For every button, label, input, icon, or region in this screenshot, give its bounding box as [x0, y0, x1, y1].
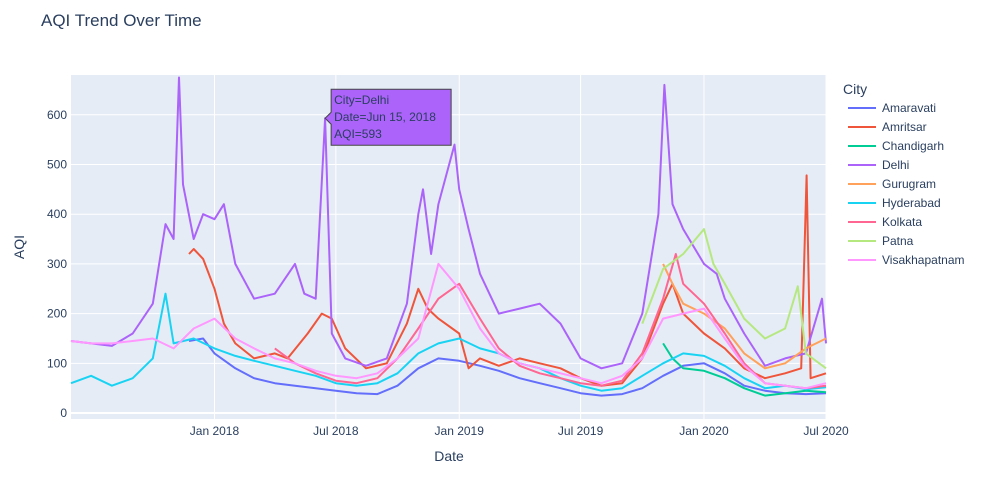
- x-tick-label: Jul 2020: [803, 424, 849, 438]
- series-lines: [70, 76, 827, 397]
- legend-label: Amritsar: [882, 120, 927, 134]
- legend-item-delhi[interactable]: Delhi: [848, 158, 909, 172]
- y-axis-ticks: 0 100 200 300 400 500 600: [47, 108, 67, 420]
- legend-label: Chandigarh: [882, 139, 944, 153]
- series-line-visakhapatnam[interactable]: [70, 262, 827, 390]
- chart-title: AQI Trend Over Time: [41, 11, 202, 30]
- x-tick-label: Jan 2020: [679, 424, 729, 438]
- legend-label: Visakhapatnam: [882, 253, 965, 267]
- tooltip-line: City=Delhi: [334, 93, 389, 107]
- series-line-delhi[interactable]: [70, 76, 827, 370]
- legend-label: Delhi: [882, 158, 909, 172]
- legend-item-gurugram[interactable]: Gurugram: [848, 177, 936, 191]
- y-tick-label: 300: [47, 257, 67, 271]
- legend-label: Amaravati: [882, 101, 936, 115]
- series-line-kolkata[interactable]: [274, 253, 827, 390]
- legend-item-chandigarh[interactable]: Chandigarh: [848, 139, 944, 153]
- x-tick-label: Jul 2018: [313, 424, 359, 438]
- tooltip-line: Date=Jun 15, 2018: [334, 110, 436, 124]
- x-tick-label: Jan 2018: [190, 424, 240, 438]
- y-tick-label: 0: [60, 406, 67, 420]
- y-tick-label: 500: [47, 157, 67, 171]
- y-axis-title: AQI: [11, 235, 27, 259]
- legend-item-visakhapatnam[interactable]: Visakhapatnam: [848, 253, 965, 267]
- y-tick-label: 400: [47, 207, 67, 221]
- y-tick-label: 100: [47, 356, 67, 370]
- series-line-gurugram[interactable]: [662, 263, 827, 370]
- legend-label: Kolkata: [882, 215, 922, 229]
- legend-label: Patna: [882, 234, 914, 248]
- series-line-patna[interactable]: [641, 228, 827, 370]
- x-tick-label: Jul 2019: [558, 424, 604, 438]
- series-line-amritsar[interactable]: [188, 174, 827, 387]
- legend-item-amritsar[interactable]: Amritsar: [848, 120, 927, 134]
- series-line-amaravati[interactable]: [188, 337, 827, 397]
- legend: Amaravati Amritsar Chandigarh Delhi Gurugram…: [848, 101, 965, 267]
- y-tick-label: 600: [47, 108, 67, 122]
- legend-title: City: [843, 81, 867, 97]
- legend-item-patna[interactable]: Patna: [848, 234, 914, 248]
- series-line-chandigarh[interactable]: [662, 342, 827, 397]
- x-axis-ticks: Jan 2018 Jul 2018 Jan 2019 Jul 2019 Jan 2020…: [190, 424, 849, 438]
- y-tick-label: 200: [47, 307, 67, 321]
- tooltip-box: [324, 88, 452, 146]
- legend-item-hyderabad[interactable]: Hyderabad: [848, 196, 941, 210]
- legend-item-amaravati[interactable]: Amaravati: [848, 101, 936, 115]
- legend-item-kolkata[interactable]: Kolkata: [848, 215, 922, 229]
- tooltip-line: AQI=593: [334, 127, 382, 141]
- x-axis-title: Date: [434, 448, 464, 464]
- legend-label: Hyderabad: [882, 196, 941, 210]
- legend-label: Gurugram: [882, 177, 936, 191]
- hover-tooltip: City=Delhi Date=Jun 15, 2018 AQI=593: [324, 88, 452, 146]
- x-tick-label: Jan 2019: [435, 424, 485, 438]
